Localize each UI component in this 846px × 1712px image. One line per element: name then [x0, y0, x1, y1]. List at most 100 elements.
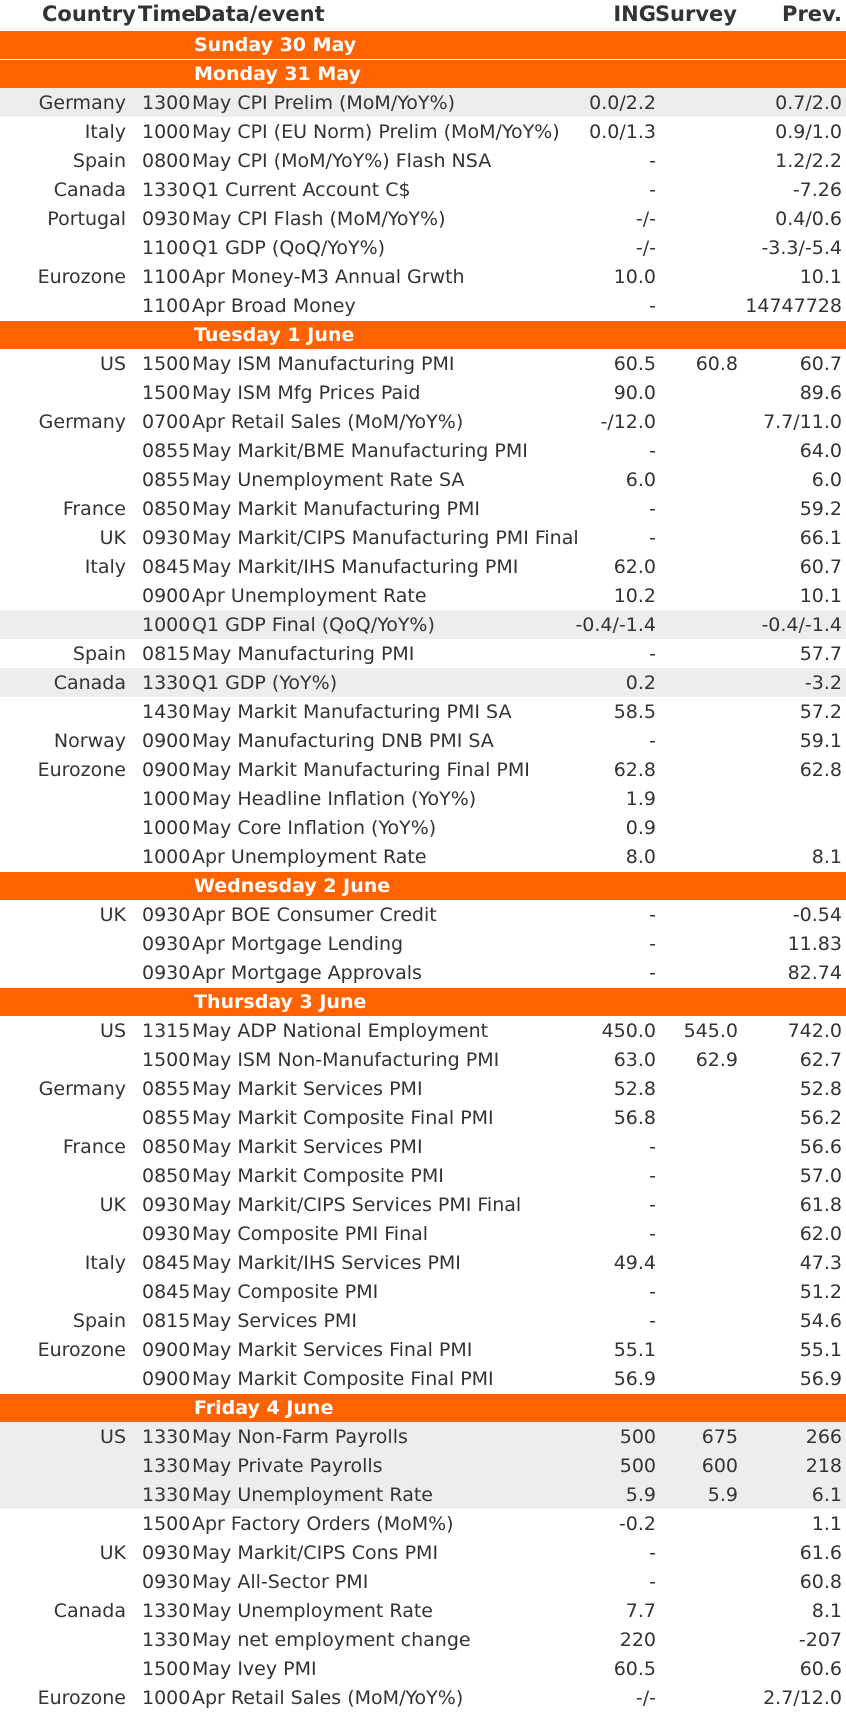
- prev-cell: 56.6: [799, 1136, 842, 1158]
- event-cell: May All-Sector PMI: [192, 1571, 369, 1593]
- country-cell: Canada: [53, 672, 126, 694]
- event-cell: May Markit Manufacturing PMI: [192, 498, 481, 520]
- time-cell: 0900: [142, 1368, 191, 1390]
- table-row: 0930 May All-Sector PMI - 60.8: [0, 1567, 846, 1596]
- ing-cell: 7.7: [625, 1600, 656, 1622]
- event-cell: Q1 Current Account C$: [192, 179, 411, 201]
- ing-cell: -: [649, 1281, 656, 1303]
- ing-cell: 0.2: [625, 672, 656, 694]
- event-cell: Q1 GDP (YoY%): [192, 672, 338, 694]
- prev-cell: 61.6: [799, 1542, 842, 1564]
- ing-cell: 500: [619, 1426, 656, 1448]
- time-cell: 1000: [142, 121, 191, 143]
- table-row: US 1500 May ISM Manufacturing PMI 60.5 60.8 6…: [0, 349, 846, 378]
- table-row: 1000 Q1 GDP Final (QoQ/YoY%) -0.4/-1.4 -0.4…: [0, 610, 846, 639]
- header-prev: Prev.: [782, 2, 842, 26]
- time-cell: 1500: [142, 353, 191, 375]
- time-cell: 1430: [142, 701, 191, 723]
- day-header: Monday 31 May: [0, 59, 846, 88]
- prev-cell: 1.2/2.2: [775, 150, 842, 172]
- prev-cell: 57.7: [799, 643, 842, 665]
- event-cell: Apr Retail Sales (MoM/YoY%): [192, 1687, 464, 1709]
- time-cell: 1500: [142, 1513, 191, 1535]
- prev-cell: 47.3: [799, 1252, 842, 1274]
- event-cell: May ISM Non-Manufacturing PMI: [192, 1049, 500, 1071]
- ing-cell: -: [649, 150, 656, 172]
- prev-cell: 82.74: [787, 962, 842, 984]
- time-cell: 0815: [142, 1310, 191, 1332]
- prev-cell: -0.4/-1.4: [761, 614, 842, 636]
- event-cell: May Manufacturing PMI: [192, 643, 415, 665]
- table-row: Eurozone 0900 May Markit Manufacturing Fin…: [0, 755, 846, 784]
- country-cell: Eurozone: [37, 1687, 126, 1709]
- table-row: 1000 May Core Inflation (YoY%) 0.9: [0, 813, 846, 842]
- country-cell: UK: [99, 1542, 126, 1564]
- table-row: 0900 May Markit Composite Final PMI 56.9 56…: [0, 1364, 846, 1393]
- time-cell: 1000: [142, 817, 191, 839]
- table-row: 0850 May Markit Composite PMI - 57.0: [0, 1161, 846, 1190]
- time-cell: 0900: [142, 585, 191, 607]
- ing-cell: -0.4/-1.4: [575, 614, 656, 636]
- table-row: Germany 0855 May Markit Services PMI 52.8 52…: [0, 1074, 846, 1103]
- prev-cell: 60.7: [799, 556, 842, 578]
- prev-cell: 60.6: [799, 1658, 842, 1680]
- table-row: Canada 1330 Q1 Current Account C$ - -7.26: [0, 175, 846, 204]
- time-cell: 1000: [142, 1687, 191, 1709]
- event-cell: May Markit/CIPS Services PMI Final: [192, 1194, 522, 1216]
- event-cell: May Services PMI: [192, 1310, 357, 1332]
- ing-cell: 60.5: [613, 353, 656, 375]
- event-cell: Apr Retail Sales (MoM/YoY%): [192, 411, 464, 433]
- table-row: 1100 Q1 GDP (QoQ/YoY%) -/- -3.3/-5.4: [0, 233, 846, 262]
- table-row: 1500 May ISM Mfg Prices Paid 90.0 89.6: [0, 378, 846, 407]
- table-row: France 0850 May Markit Services PMI - 56.6: [0, 1132, 846, 1161]
- table-row: Germany 0700 Apr Retail Sales (MoM/YoY%) -/…: [0, 407, 846, 436]
- time-cell: 1500: [142, 382, 191, 404]
- prev-cell: 14747728: [745, 295, 842, 317]
- ing-cell: 500: [619, 1455, 656, 1477]
- prev-cell: 57.0: [799, 1165, 842, 1187]
- event-cell: May Markit/CIPS Cons PMI: [192, 1542, 439, 1564]
- ing-cell: -: [649, 440, 656, 462]
- event-cell: May Markit/BME Manufacturing PMI: [192, 440, 528, 462]
- ing-cell: 8.0: [625, 846, 656, 868]
- country-cell: UK: [99, 1194, 126, 1216]
- table-row: Portugal 0930 May CPI Flash (MoM/YoY%) -/- 0…: [0, 204, 846, 233]
- country-cell: Italy: [84, 121, 126, 143]
- time-cell: 0845: [142, 1281, 191, 1303]
- prev-cell: 55.1: [799, 1339, 842, 1361]
- event-cell: Apr Mortgage Lending: [192, 933, 404, 955]
- prev-cell: 52.8: [799, 1078, 842, 1100]
- ing-cell: -: [649, 1223, 656, 1245]
- ing-cell: -: [649, 179, 656, 201]
- country-cell: Spain: [72, 643, 126, 665]
- time-cell: 1000: [142, 846, 191, 868]
- ing-cell: -0.2: [618, 1513, 656, 1535]
- prev-cell: 6.1: [811, 1484, 842, 1506]
- ing-cell: -: [649, 643, 656, 665]
- prev-cell: -207: [798, 1629, 842, 1651]
- prev-cell: 51.2: [799, 1281, 842, 1303]
- prev-cell: 59.1: [799, 730, 842, 752]
- table-row: US 1315 May ADP National Employment 450.0 54…: [0, 1016, 846, 1045]
- prev-cell: 62.7: [799, 1049, 842, 1071]
- prev-cell: 266: [805, 1426, 842, 1448]
- table-row: Norway 0900 May Manufacturing DNB PMI SA - 5…: [0, 726, 846, 755]
- day-header: Tuesday 1 June: [0, 320, 846, 349]
- day-label: Thursday 3 June: [194, 991, 367, 1013]
- time-cell: 0930: [142, 933, 191, 955]
- prev-cell: 0.7/2.0: [775, 92, 842, 114]
- time-cell: 0930: [142, 962, 191, 984]
- country-cell: Italy: [84, 1252, 126, 1274]
- prev-cell: 218: [805, 1455, 842, 1477]
- table-row: US 1330 May Non-Farm Payrolls 500 675 266: [0, 1422, 846, 1451]
- ing-cell: 6.0: [625, 469, 656, 491]
- time-cell: 0845: [142, 556, 191, 578]
- table-row: Italy 0845 May Markit/IHS Manufacturing PM…: [0, 552, 846, 581]
- country-cell: UK: [99, 904, 126, 926]
- ing-cell: 62.0: [613, 556, 656, 578]
- time-cell: 0900: [142, 1339, 191, 1361]
- event-cell: May Markit Composite Final PMI: [192, 1107, 494, 1129]
- event-cell: May CPI (EU Norm) Prelim (MoM/YoY%): [192, 121, 560, 143]
- ing-cell: -: [649, 1542, 656, 1564]
- day-label: Friday 4 June: [194, 1397, 334, 1419]
